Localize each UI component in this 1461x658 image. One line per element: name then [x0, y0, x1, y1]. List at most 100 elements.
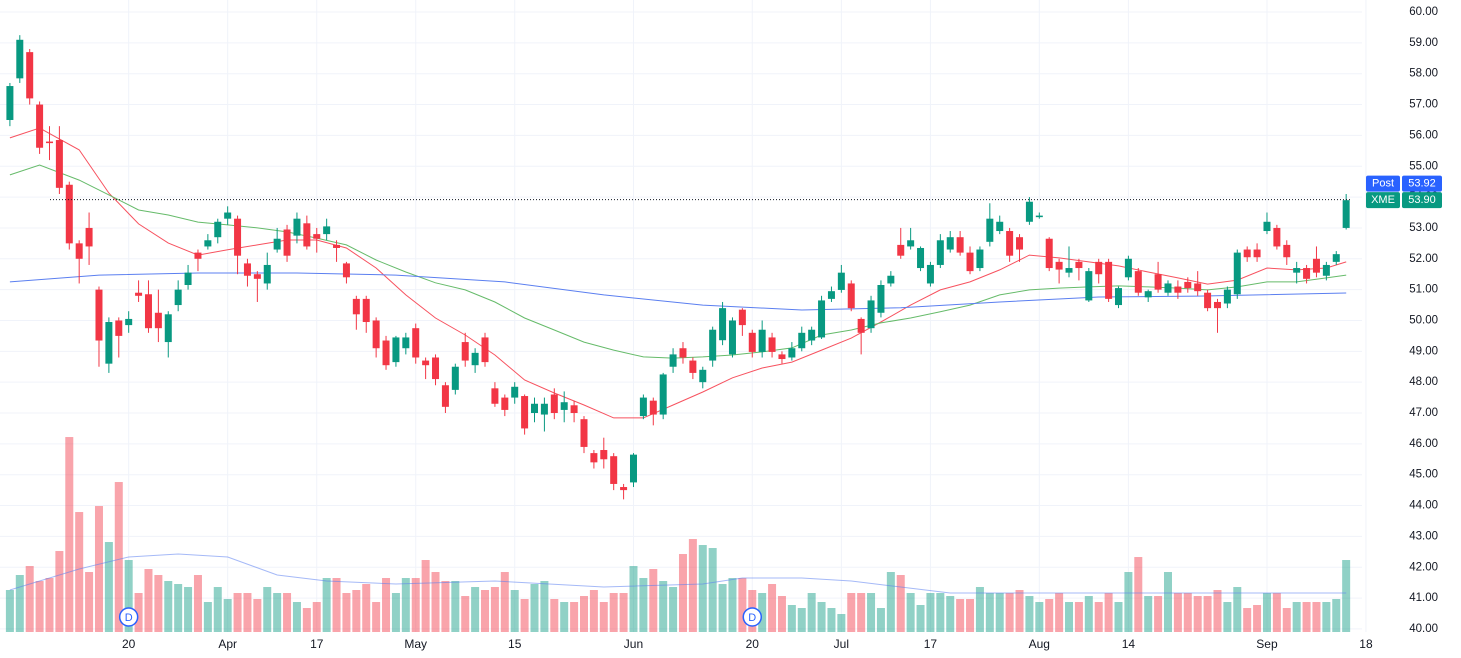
- candle-body: [125, 318, 133, 326]
- candle-body: [1045, 238, 1053, 269]
- candle-body: [1174, 286, 1182, 293]
- candle-body: [6, 86, 14, 120]
- y-tick-label: 45.00: [1409, 469, 1438, 481]
- volume-bar: [243, 593, 252, 632]
- candle-body: [293, 218, 301, 236]
- volume-bar: [827, 608, 836, 632]
- volume-bar: [1262, 593, 1271, 632]
- candle-body: [184, 272, 192, 286]
- volume-bar: [421, 560, 430, 632]
- volume-bar: [629, 566, 638, 632]
- volume-bar: [471, 587, 480, 632]
- volume-bar: [451, 581, 460, 632]
- x-tick-label: Aug: [1029, 637, 1050, 651]
- candle-body: [570, 405, 578, 414]
- candle-body: [1263, 221, 1271, 232]
- candle-body: [867, 300, 875, 329]
- volume-bar: [1223, 602, 1232, 632]
- candle-body: [501, 397, 509, 410]
- volume-bar: [916, 605, 925, 632]
- y-tick-label: 44.00: [1409, 500, 1438, 512]
- volume-bar: [124, 560, 133, 632]
- volume-bar: [203, 602, 212, 632]
- volume-bar: [5, 590, 14, 632]
- volume-bar: [1203, 596, 1212, 632]
- candle-body: [135, 292, 143, 296]
- candle-body: [1035, 215, 1043, 218]
- volume-bar: [560, 602, 569, 632]
- candle-body: [590, 453, 598, 463]
- volume-bar: [431, 572, 440, 632]
- volume-bar: [609, 593, 618, 632]
- candle-body: [115, 320, 123, 336]
- volume-bar: [530, 584, 539, 632]
- volume-bar: [906, 593, 915, 632]
- candle-body: [402, 337, 410, 349]
- candle-body: [1194, 283, 1202, 292]
- candle-body: [1273, 227, 1281, 247]
- volume-bar: [1015, 590, 1024, 632]
- candle-body: [333, 244, 341, 248]
- y-tick-label: 57.00: [1409, 99, 1438, 111]
- y-tick-label: 43.00: [1409, 530, 1438, 542]
- candle-body: [372, 320, 380, 349]
- candle-body: [639, 397, 647, 417]
- candle-body: [85, 227, 93, 247]
- volume-bar: [1035, 602, 1044, 632]
- candle-body: [818, 300, 826, 338]
- volume-bar: [708, 548, 717, 632]
- volume-bar: [807, 593, 816, 632]
- x-tick-label: 14: [1122, 637, 1136, 651]
- volume-bar: [975, 587, 984, 632]
- candle-body: [521, 396, 529, 429]
- candle-body: [1332, 254, 1340, 262]
- candle-body: [144, 294, 152, 329]
- candle-body: [1115, 288, 1123, 306]
- volume-bar: [500, 572, 509, 632]
- candle-body: [649, 400, 657, 415]
- candle-body: [1075, 261, 1083, 269]
- price-badge-value-text: 53.92: [1408, 177, 1436, 189]
- volume-bar: [1272, 593, 1281, 632]
- volume-bar: [75, 512, 84, 632]
- volume-bar: [797, 608, 806, 632]
- volume-bar: [1045, 599, 1054, 632]
- volume-bar: [847, 593, 856, 632]
- candle-body: [679, 348, 687, 358]
- volume-bar: [1332, 599, 1341, 632]
- volume-bar: [213, 587, 222, 632]
- candle-body: [491, 388, 499, 404]
- volume-bar: [134, 593, 143, 632]
- y-tick-label: 55.00: [1409, 160, 1438, 172]
- candle-body: [837, 272, 845, 290]
- volume-bar: [995, 593, 1004, 632]
- volume-bar: [55, 551, 64, 632]
- candle-body: [362, 298, 370, 323]
- candle-body: [788, 348, 796, 358]
- candle-body: [65, 184, 73, 244]
- candle-body: [897, 244, 905, 256]
- candle-body: [1085, 271, 1093, 301]
- candle-body: [45, 141, 53, 144]
- volume-bar: [1084, 596, 1093, 632]
- volume-bar: [579, 596, 588, 632]
- candle-body: [847, 283, 855, 309]
- candle-body: [719, 308, 727, 341]
- candle-body: [1105, 261, 1113, 299]
- volume-bar: [114, 482, 123, 632]
- event-label: D: [125, 612, 133, 624]
- candle-body: [1184, 281, 1192, 289]
- volume-bar: [1114, 602, 1123, 632]
- volume-bar: [886, 572, 895, 632]
- candle-body: [877, 285, 885, 313]
- event-marker: [742, 607, 763, 627]
- candle-body: [956, 237, 964, 253]
- y-tick-label: 58.00: [1409, 68, 1438, 80]
- volume-bar: [1163, 572, 1172, 632]
- candle-body: [194, 252, 202, 259]
- candle-body: [1322, 264, 1330, 276]
- moving-average-line: [9, 127, 1347, 419]
- volume-bar: [1154, 596, 1163, 632]
- candle-body: [75, 243, 83, 259]
